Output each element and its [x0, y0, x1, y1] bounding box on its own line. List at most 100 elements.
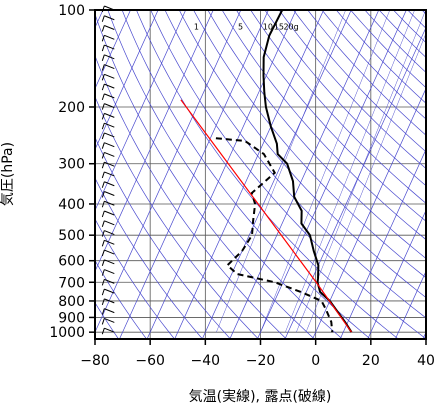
- mixing-ratio-label: 5: [238, 23, 243, 32]
- wind-barb-flag: [101, 152, 105, 159]
- x-tick-label: 40: [417, 353, 435, 369]
- isotherm-line: [367, 209, 426, 339]
- dry-adiabat-line: [121, 10, 371, 339]
- plot-area: [95, 10, 426, 339]
- isotherm-line: [201, 10, 352, 339]
- wind-barb-staff: [104, 298, 115, 304]
- wind-barb-staff: [104, 44, 115, 50]
- wind-barb-flag: [101, 181, 105, 188]
- wind-barb-staff: [104, 64, 115, 70]
- wind-barb-flag: [101, 54, 105, 61]
- wind-barb-staff: [104, 191, 115, 196]
- wind-barb-staff: [104, 288, 115, 294]
- wind-barb-flag: [101, 288, 105, 296]
- wind-barb-staff: [104, 278, 115, 284]
- y-tick-label: 700: [58, 275, 85, 291]
- isotherm-line: [339, 148, 426, 339]
- wind-barb-flag: [101, 249, 105, 257]
- wind-barb-staff: [104, 239, 115, 245]
- isotherm-line: [119, 10, 269, 339]
- wind-barb-staff: [104, 220, 115, 226]
- wind-barb-staff: [104, 34, 115, 40]
- wind-barb-flag: [101, 142, 105, 149]
- dry-adiabat-line: [264, 10, 426, 187]
- isotherm-line: [174, 10, 324, 339]
- wind-barb-flag: [101, 259, 105, 266]
- wind-barb-flag: [101, 64, 105, 71]
- y-tick-label: 500: [58, 228, 85, 244]
- x-tick-label: −20: [246, 353, 276, 369]
- mixing-ratio-line: [305, 32, 426, 333]
- mixing-ratio-label: 20g: [283, 23, 298, 32]
- wind-barb-flag: [101, 93, 105, 101]
- x-tick-label: −60: [135, 353, 165, 369]
- wind-barb-staff: [104, 210, 115, 216]
- wind-barb-staff: [104, 230, 115, 236]
- wind-barb-staff: [104, 161, 115, 167]
- dry-adiabat-line: [95, 13, 315, 339]
- y-tick-label: 100: [58, 3, 85, 19]
- wind-barb-flag: [101, 113, 105, 120]
- y-tick-label: 300: [58, 157, 85, 173]
- wind-barb-flag: [101, 269, 105, 276]
- wind-barb-flag: [101, 220, 105, 227]
- wind-barb-flag: [101, 240, 105, 247]
- dry-adiabat-line: [307, 10, 426, 136]
- wind-barb-staff: [104, 54, 115, 60]
- wind-barb-staff: [104, 249, 115, 255]
- x-tick-label: −40: [191, 353, 221, 369]
- dry-adiabat-line: [350, 10, 426, 89]
- wind-barb-staff: [104, 132, 115, 138]
- dry-adiabat-line: [164, 10, 426, 319]
- isotherm-line: [395, 270, 426, 339]
- wind-barb-flag: [101, 103, 105, 110]
- dry-adiabat-line: [250, 10, 426, 204]
- y-tick-label: 200: [58, 100, 85, 116]
- dry-adiabat-line: [293, 10, 426, 153]
- wind-barb-staff: [104, 308, 115, 314]
- dewpoint-series-line: [215, 137, 334, 333]
- wind-barb-flag: [101, 328, 105, 335]
- dry-adiabat-line: [236, 10, 426, 222]
- dry-adiabat-line: [364, 10, 426, 73]
- dry-adiabat-line: [150, 10, 426, 339]
- y-tick-label: 800: [58, 294, 85, 310]
- wind-barb-flag: [101, 132, 105, 140]
- wind-barb-staff: [104, 269, 115, 275]
- wind-barb-staff: [104, 317, 115, 323]
- wind-barb-staff: [104, 112, 115, 118]
- wind-barb-flag: [101, 122, 105, 130]
- wind-barb-staff: [104, 93, 115, 99]
- wind-barb-flag: [101, 201, 105, 208]
- wind-barb-staff: [104, 83, 115, 89]
- mixing-ratio-line: [216, 10, 346, 333]
- isotherm-line: [95, 10, 242, 334]
- y-axis-title: 気圧(hPa): [0, 142, 16, 206]
- wind-barb-flag: [101, 308, 105, 315]
- wind-barb-staff: [104, 181, 115, 187]
- mixing-ratio-label: 15: [274, 23, 284, 32]
- temperature-series-line: [262, 10, 353, 333]
- dry-adiabat-line: [178, 10, 426, 299]
- wind-barb-flag: [101, 318, 105, 325]
- mixing-ratio-line: [285, 10, 415, 333]
- isotherm-line: [95, 10, 214, 273]
- y-tick-label: 600: [58, 254, 85, 270]
- skewed-isotherms: [95, 10, 426, 339]
- wind-barb-flag: [101, 171, 105, 179]
- wind-barb-flag: [101, 74, 105, 81]
- wind-barb-flag: [101, 15, 105, 22]
- wind-barb-staff: [104, 25, 115, 30]
- wind-barb-staff: [104, 327, 115, 333]
- wind-barb-flag: [101, 279, 105, 286]
- dry-adiabat-line: [207, 10, 426, 259]
- dry-adiabat-line: [136, 10, 399, 339]
- isotherm-line: [95, 10, 159, 151]
- wind-barb-staff: [104, 200, 115, 206]
- wind-barb-flag: [101, 298, 105, 306]
- y-tick-label: 400: [58, 197, 85, 213]
- wind-barb-flag: [101, 83, 105, 91]
- dry-adiabat-line: [221, 10, 426, 241]
